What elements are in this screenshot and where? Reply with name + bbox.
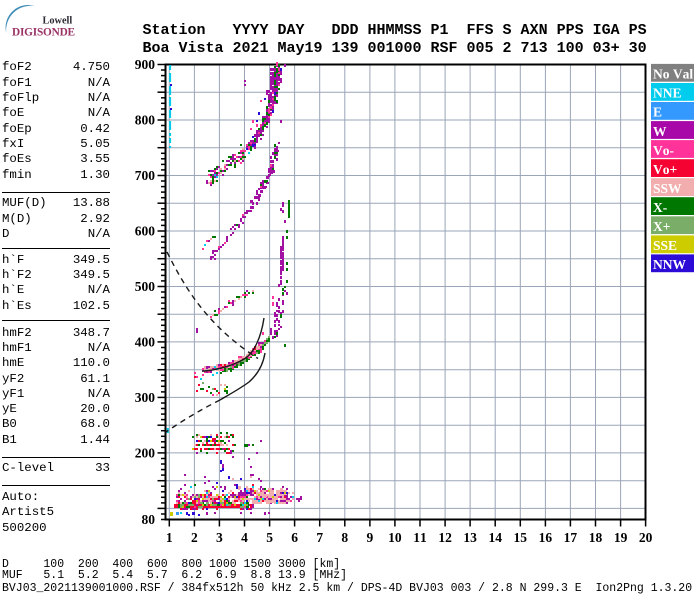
svg-text:200: 200 (135, 446, 156, 461)
svg-text:14: 14 (488, 530, 502, 545)
svg-text:300: 300 (135, 390, 156, 405)
svg-text:NNE: NNE (653, 86, 682, 101)
svg-text:X+: X+ (653, 219, 670, 234)
svg-text:17: 17 (564, 530, 578, 545)
svg-text:800: 800 (135, 113, 156, 128)
svg-text:400: 400 (135, 335, 156, 350)
svg-text:8: 8 (341, 530, 348, 545)
svg-text:700: 700 (135, 168, 156, 183)
svg-text:E: E (653, 105, 662, 120)
svg-text:4: 4 (241, 530, 248, 545)
svg-text:80: 80 (142, 512, 156, 527)
svg-text:SSE: SSE (653, 238, 677, 253)
svg-text:900: 900 (135, 57, 156, 72)
svg-text:NNW: NNW (653, 257, 686, 272)
svg-text:DIGISONDE: DIGISONDE (12, 26, 75, 38)
svg-text:18: 18 (589, 530, 603, 545)
svg-text:15: 15 (514, 530, 528, 545)
svg-text:12: 12 (438, 530, 452, 545)
svg-text:600: 600 (135, 224, 156, 239)
svg-text:11: 11 (413, 530, 427, 545)
svg-text:5: 5 (266, 530, 273, 545)
svg-text:9: 9 (367, 530, 374, 545)
svg-text:500: 500 (135, 279, 156, 294)
svg-text:No Val: No Val (653, 67, 693, 82)
svg-text:SSW: SSW (653, 181, 682, 196)
svg-text:1: 1 (166, 530, 173, 545)
svg-text:2: 2 (191, 530, 198, 545)
svg-text:X-: X- (653, 200, 667, 215)
svg-text:10: 10 (388, 530, 402, 545)
svg-text:3: 3 (216, 530, 223, 545)
svg-text:W: W (653, 124, 667, 139)
svg-text:6: 6 (291, 530, 298, 545)
svg-text:19: 19 (614, 530, 628, 545)
svg-text:Lowell: Lowell (43, 15, 73, 26)
svg-text:7: 7 (316, 530, 323, 545)
svg-text:13: 13 (463, 530, 477, 545)
svg-text:Vo+: Vo+ (653, 162, 677, 177)
svg-text:16: 16 (539, 530, 553, 545)
svg-text:Vo-: Vo- (653, 143, 674, 158)
svg-text:20: 20 (639, 530, 653, 545)
